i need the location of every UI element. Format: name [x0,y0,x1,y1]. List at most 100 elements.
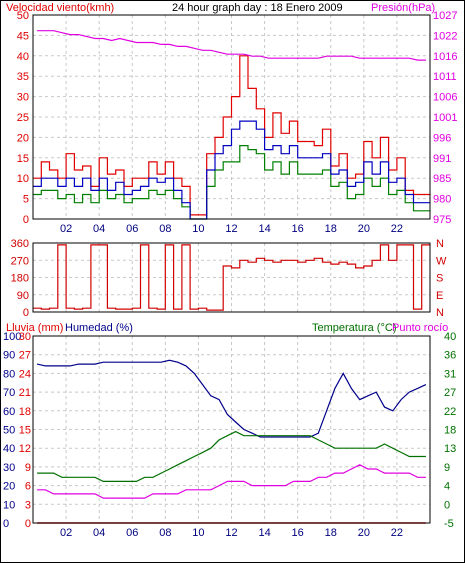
rain-y-tick: 27 [19,350,31,362]
direction-compass-label: N [436,238,444,250]
x-tick-label: 02 [60,223,72,235]
x-tick-label: 22 [391,527,403,539]
direction-compass-label: N [436,307,444,319]
pressure-y-tick: 1001 [433,112,457,124]
pressure-series [37,30,426,61]
rain-y-tick: 9 [25,462,31,474]
temperature-y-tick: 31 [444,368,456,380]
rain-y-tick: 30 [19,331,31,343]
wind-y-tick: 35 [17,71,29,83]
direction-y-tick: 180 [11,273,29,285]
x-tick-label: 14 [258,223,270,235]
humidity-y-tick: 90 [3,350,15,362]
rain-y-tick: 18 [19,406,31,418]
humidity-y-tick: 60 [3,406,15,418]
temperature-y-tick: 27 [444,387,456,399]
humidity-y-tick: 10 [3,499,15,511]
wind-axis-label: Velocidad viento(kmh) [6,2,114,14]
x-tick-label: 06 [126,527,138,539]
rain-axis-label: Lluvia (mm) [6,322,63,334]
rain-y-tick: 15 [19,425,31,437]
humidity-series [36,359,427,438]
direction-compass-label: W [436,255,447,267]
x-tick-label: 06 [126,223,138,235]
humidity-y-tick: 100 [3,331,21,343]
x-tick-label: 08 [159,223,171,235]
pressure-axis-label: Presión(hPa) [371,2,435,14]
wind-y-tick: 50 [17,10,29,22]
wind-y-tick: 45 [17,30,29,42]
wind-y-tick: 15 [17,153,29,165]
direction-panel-border [32,242,431,313]
pressure-y-tick: 1011 [433,71,457,83]
humidity-y-tick: 20 [3,481,15,493]
pressure-y-tick: 1006 [433,92,457,104]
humidity-y-tick: 40 [3,443,15,455]
humidity-axis-label: Humedad (%) [65,322,133,334]
humidity-y-tick: 0 [3,518,9,530]
direction-compass-label: E [436,290,443,302]
wind-y-tick: 40 [17,51,29,63]
temperature-y-tick: 22 [444,406,456,418]
pressure-y-tick: 1016 [433,51,457,63]
direction-y-tick: 0 [23,307,29,319]
pressure-y-tick: 975 [433,214,451,226]
rain-y-tick: 3 [25,499,31,511]
chart-content: 02 04 06 08 10 12 14 16 18 20 22051015202530354045… [3,10,457,539]
wind-y-tick: 0 [23,214,29,226]
wind-y-tick: 5 [23,194,29,206]
temperature-y-tick: 36 [444,350,456,362]
dew-point-series [37,464,426,499]
dew-point-axis-label: Punto rocío [392,322,448,334]
rain-y-tick: 24 [19,368,31,380]
temperature-axis-label: Temperatura (°C) [312,322,396,334]
x-tick-label: 16 [292,223,304,235]
x-tick-label: 04 [93,223,105,235]
pressure-y-tick: 991 [433,153,451,165]
x-tick-label: 20 [358,223,370,235]
x-tick-label: 16 [292,527,304,539]
rain-y-tick: 12 [19,443,31,455]
wind-direction-series [33,244,430,311]
direction-compass-label: S [436,273,443,285]
humidity-y-tick: 80 [3,368,15,380]
wind-y-tick: 30 [17,92,29,104]
chart-title: 24 hour graph day : 18 Enero 2009 [172,2,343,14]
temperature-y-tick: 0 [444,499,450,511]
x-tick-label: 18 [325,527,337,539]
x-tick-label: 12 [225,527,237,539]
rain-y-tick: 6 [25,481,31,493]
wind-panel-border [32,14,431,220]
x-tick-label: 04 [93,527,105,539]
wind-y-tick: 10 [17,173,29,185]
x-tick-label: 22 [391,223,403,235]
pressure-y-tick: 1027 [433,10,457,22]
pressure-y-tick: 996 [433,132,451,144]
temperature-series [37,430,426,482]
x-tick-label: 10 [192,527,204,539]
temperature-y-tick: -5 [444,518,454,530]
humidity-y-tick: 30 [3,462,15,474]
humidity-y-tick: 70 [3,387,15,399]
x-tick-label: 18 [325,223,337,235]
x-tick-label: 02 [60,527,72,539]
temperature-y-tick: 13 [444,443,456,455]
rain-y-tick: 21 [19,387,31,399]
wind-gust-series [33,120,430,220]
x-tick-label: 20 [358,527,370,539]
pressure-y-tick: 1022 [433,30,457,42]
x-tick-label: 08 [159,527,171,539]
wind-y-tick: 20 [17,132,29,144]
temperature-y-tick: 18 [444,425,456,437]
x-tick-label: 10 [192,223,204,235]
temperature-y-tick: 4 [444,481,450,493]
climate-panel-border [32,335,431,524]
direction-y-tick: 270 [11,255,29,267]
humidity-y-tick: 50 [3,425,15,437]
pressure-y-tick: 980 [433,194,451,206]
wind-average-series [33,145,430,220]
temperature-y-tick: 40 [444,331,456,343]
rain-y-tick: 0 [25,518,31,530]
